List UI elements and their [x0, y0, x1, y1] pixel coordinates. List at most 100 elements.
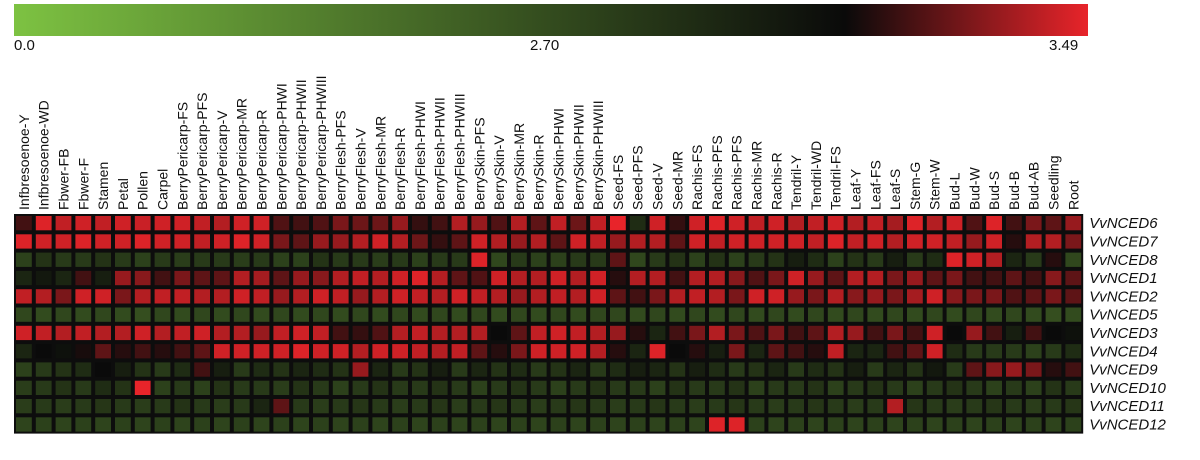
heatmap-cell — [154, 307, 171, 322]
heatmap-cell — [649, 362, 666, 377]
heatmap-cell — [709, 270, 725, 286]
heatmap-cell — [1025, 344, 1042, 359]
heatmap-cell — [313, 325, 329, 341]
heatmap-cell — [1006, 307, 1022, 322]
heatmap-cell — [907, 216, 923, 231]
heatmap-cell — [491, 380, 507, 395]
heatmap-cell — [392, 417, 408, 432]
heatmap-cell — [431, 307, 448, 322]
heatmap-cell — [253, 344, 270, 359]
heatmap-cell — [926, 380, 943, 395]
heatmap-cell — [293, 216, 309, 231]
heatmap-cell — [709, 344, 725, 359]
column-label: Tendril-WD — [808, 141, 824, 210]
heatmap-cell — [332, 325, 349, 341]
heatmap-cell — [511, 380, 527, 395]
heatmap-cell — [1065, 362, 1082, 377]
heatmap-cell — [511, 307, 527, 322]
heatmap-cell — [590, 252, 606, 267]
heatmap-cell — [214, 252, 230, 267]
heatmap-cell — [511, 289, 527, 304]
heatmap-cell — [214, 307, 230, 322]
heatmap-cell — [966, 270, 983, 286]
column-label: BerryPericarp-PHWIII — [313, 75, 329, 210]
heatmap-cell — [966, 417, 983, 432]
heatmap-cell — [273, 362, 290, 377]
heatmap-cell — [570, 216, 587, 231]
heatmap-cell — [293, 252, 309, 267]
heatmap-cell — [372, 380, 389, 395]
heatmap-cell — [649, 270, 666, 286]
heatmap-cell — [629, 325, 646, 341]
heatmap-cell — [709, 399, 725, 414]
heatmap-cell — [590, 380, 606, 395]
heatmap-cell — [431, 216, 448, 231]
heatmap-cell — [134, 234, 151, 249]
heatmap-cell — [352, 289, 369, 304]
heatmap-cell — [649, 216, 666, 231]
heatmap-cell — [313, 344, 329, 359]
column-label: Tendril-Y — [788, 154, 804, 210]
heatmap-cell — [75, 234, 92, 249]
heatmap-cell — [412, 399, 428, 414]
heatmap-cell — [946, 270, 963, 286]
heatmap-cell — [847, 307, 864, 322]
heatmap-cell — [313, 399, 329, 414]
heatmap-cell — [669, 234, 686, 249]
heatmap-cell — [689, 270, 705, 286]
heatmap-cell — [1006, 399, 1022, 414]
heatmap-cell — [748, 289, 765, 304]
column-label: BerryFlesh-V — [353, 128, 369, 210]
heatmap-cell — [808, 325, 824, 341]
heatmap-cell — [273, 216, 290, 231]
heatmap-cell — [95, 325, 111, 341]
heatmap-cell — [372, 252, 389, 267]
heatmap-cell — [392, 216, 408, 231]
heatmap-cell — [669, 289, 686, 304]
heatmap-cell — [847, 289, 864, 304]
column-label: BerryPericarp-PHWII — [293, 79, 309, 210]
heatmap-cell — [372, 289, 389, 304]
heatmap-cell — [827, 234, 844, 249]
heatmap-cell — [35, 234, 52, 249]
heatmap-cell — [451, 307, 468, 322]
heatmap-cell — [728, 289, 745, 304]
heatmap-cell — [95, 307, 111, 322]
heatmap-cell — [1006, 234, 1022, 249]
heatmap-cell — [392, 325, 408, 341]
heatmap-cell — [926, 399, 943, 414]
heatmap-cell — [313, 380, 329, 395]
heatmap-cell — [16, 289, 32, 304]
heatmap-cell — [134, 325, 151, 341]
heatmap-cell — [827, 380, 844, 395]
heatmap-cell — [847, 362, 864, 377]
heatmap-cell — [233, 344, 250, 359]
heatmap-cell — [550, 417, 567, 432]
heatmap-cell — [194, 307, 210, 322]
heatmap-cell — [907, 307, 923, 322]
heatmap-cell — [174, 216, 191, 231]
heatmap-cell — [728, 399, 745, 414]
heatmap-cell — [471, 399, 488, 414]
column-label: BerryFlesh-PFS — [333, 110, 349, 210]
heatmap-cell — [491, 344, 507, 359]
heatmap-cell — [1025, 216, 1042, 231]
heatmap-cell — [1025, 289, 1042, 304]
heatmap-cell — [352, 234, 369, 249]
heatmap-cell — [451, 216, 468, 231]
heatmap-cell — [1065, 344, 1082, 359]
heatmap-cell — [174, 344, 191, 359]
heatmap-cell — [966, 216, 983, 231]
heatmap-cell — [926, 362, 943, 377]
heatmap-cell — [233, 216, 250, 231]
heatmap-cell — [669, 380, 686, 395]
heatmap-cell — [1065, 307, 1082, 322]
column-label: BerryFlesh-MR — [372, 116, 388, 210]
heatmap-cell — [550, 270, 567, 286]
heatmap-cell — [550, 216, 567, 231]
heatmap-cell — [728, 417, 745, 432]
row-label: VvNCED12 — [1089, 416, 1166, 433]
heatmap-cell — [134, 216, 151, 231]
heatmap-cell — [372, 307, 389, 322]
heatmap-cell — [926, 216, 943, 231]
